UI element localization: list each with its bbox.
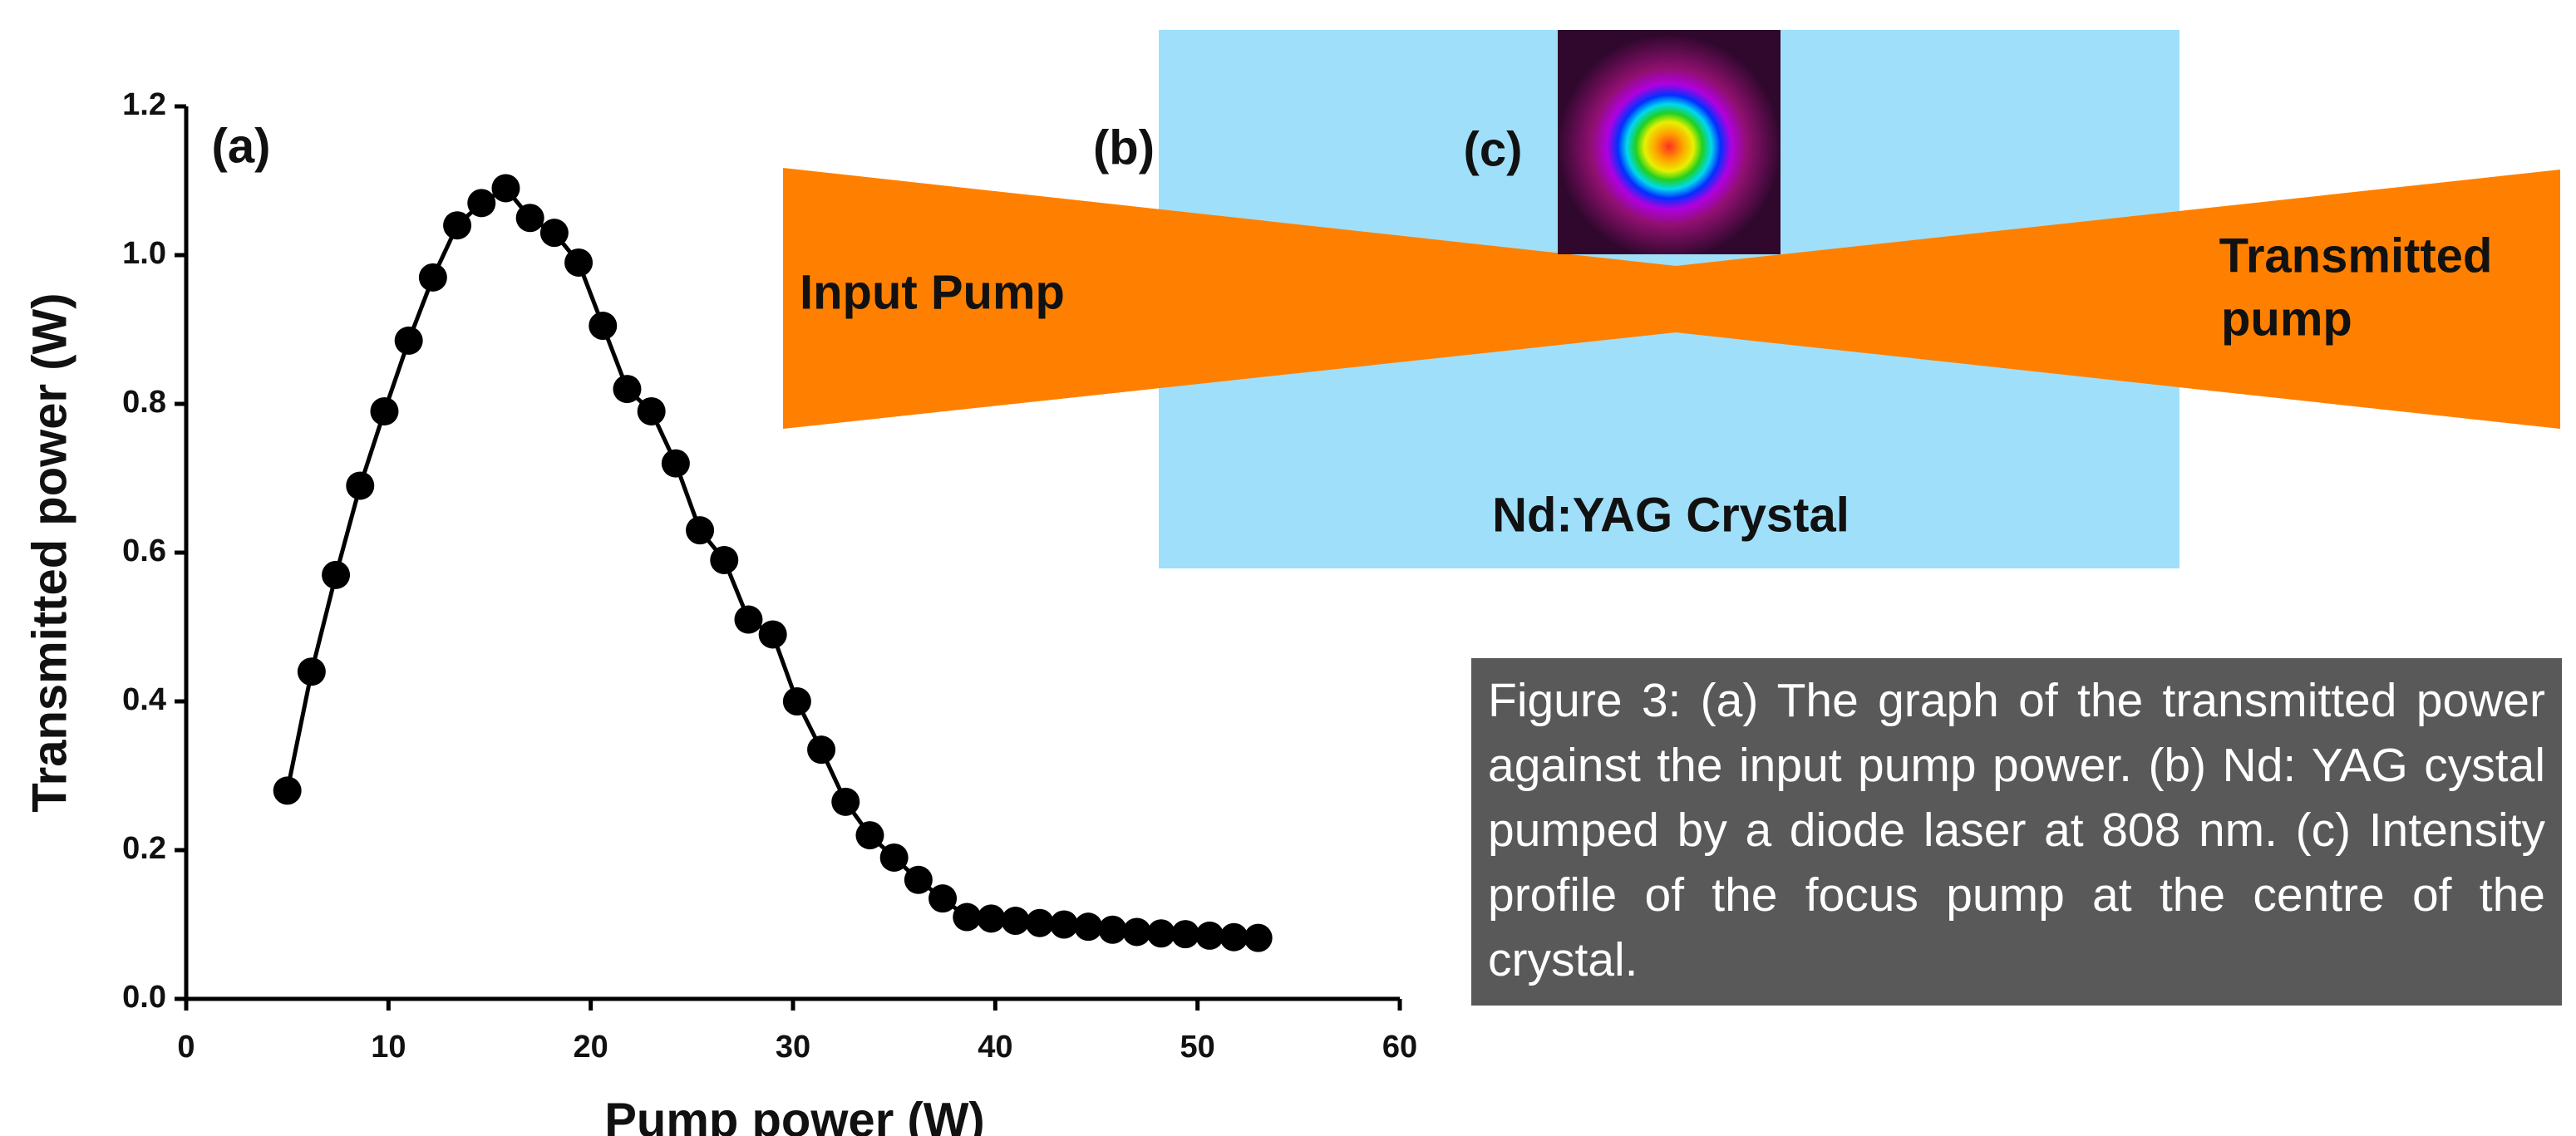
page: (b) (c) Input Pump Transmitted pump Nd:Y… [0,0,2576,1136]
point [880,843,909,872]
point [710,546,738,574]
y-tick-label: 0.0 [122,980,166,1015]
point [783,687,811,716]
y-axis-title: Transmitted power (W) [22,293,76,812]
point [540,219,569,247]
point [395,327,423,355]
point [1219,923,1248,952]
point [1002,907,1030,935]
point [904,866,933,894]
point [855,821,884,849]
y-tick-label: 1.0 [122,236,166,271]
y-tick-label: 0.6 [122,534,166,568]
point [419,263,447,292]
point [1050,911,1078,939]
x-tick-label: 60 [1382,1030,1417,1065]
point [1195,922,1224,950]
x-tick-label: 30 [776,1030,810,1065]
point [1074,912,1102,941]
point [346,471,374,499]
panel-label: (a) [212,119,271,173]
y-tick-label: 1.2 [122,87,166,122]
point [759,620,787,648]
point [589,312,617,340]
panel-label: (b) [1093,120,1155,175]
point [734,606,762,634]
point [273,776,302,804]
point [807,735,835,764]
x-tick-label: 50 [1180,1030,1215,1065]
point [564,248,593,277]
x-tick-label: 0 [177,1030,195,1065]
y-tick-label: 0.8 [122,385,166,420]
point [1147,919,1175,947]
point [953,903,981,932]
output-label: pump [2221,292,2352,346]
point [1026,909,1054,937]
point [1098,916,1126,944]
point [1244,924,1273,952]
x-tick-label: 10 [371,1030,406,1065]
crystal-label: Nd:YAG Crystal [1492,488,1849,542]
point [298,657,326,686]
point [1171,920,1199,948]
point [1123,917,1151,946]
y-tick-label: 0.4 [122,682,166,717]
x-tick-label: 20 [574,1030,608,1065]
point [443,211,471,239]
point [322,561,350,589]
point [831,788,859,816]
point [370,397,398,425]
point [686,516,714,544]
point [638,397,666,425]
y-tick-label: 0.2 [122,831,166,866]
x-axis-title: Pump power (W) [604,1093,985,1136]
point [662,450,690,478]
point [491,174,520,202]
x-tick-label: 40 [978,1030,1012,1065]
point [613,375,641,403]
caption: Figure 3: (a) The graph of the transmitt… [1471,658,2562,1006]
input-label: Input Pump [800,265,1065,319]
point [516,204,544,232]
output-label: Transmitted [2219,229,2493,283]
point [928,884,957,912]
panel-label: (c) [1464,122,1523,176]
point [467,189,495,217]
intensity-profile [1558,30,1781,254]
point [977,904,1005,932]
